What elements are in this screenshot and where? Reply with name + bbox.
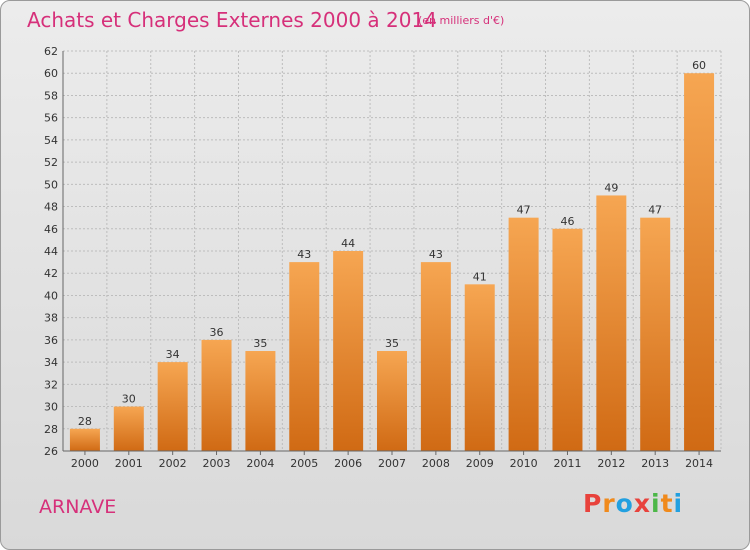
y-tick-label: 40: [44, 289, 58, 302]
y-tick-label: 48: [44, 201, 58, 214]
x-tick-label: 2014: [685, 457, 713, 470]
bar: [640, 217, 671, 451]
x-tick-label: 2004: [246, 457, 274, 470]
data-label: 60: [692, 59, 706, 72]
data-label: 43: [429, 248, 443, 261]
y-tick-label: 56: [44, 112, 58, 125]
y-tick-label: 52: [44, 156, 58, 169]
x-tick-label: 2000: [71, 457, 99, 470]
y-tick-label: 62: [44, 45, 58, 58]
logo-letter: P: [583, 489, 603, 518]
data-label: 44: [341, 237, 355, 250]
data-label: 43: [297, 248, 311, 261]
x-tick-label: 2010: [510, 457, 538, 470]
y-tick-label: 28: [44, 423, 58, 436]
logo-letter: o: [615, 489, 634, 518]
chart-title: Achats et Charges Externes 2000 à 2014: [27, 8, 437, 32]
bar: [684, 73, 715, 451]
place-name: ARNAVE: [39, 496, 117, 518]
bar: [201, 339, 232, 451]
logo-letter: i: [673, 489, 684, 518]
y-tick-label: 30: [44, 401, 58, 414]
data-label: 49: [604, 181, 618, 194]
bar: [377, 351, 407, 451]
proxiti-logo: Proxiti: [583, 489, 683, 518]
data-label: 28: [78, 415, 92, 428]
data-label: 35: [253, 337, 267, 350]
x-tick-label: 2006: [334, 457, 362, 470]
logo-letter: i: [651, 489, 661, 518]
data-label: 36: [210, 326, 224, 339]
data-label: 47: [648, 204, 662, 217]
logo-letter: t: [660, 489, 674, 518]
bar: [157, 362, 188, 451]
y-tick-label: 38: [44, 312, 58, 325]
bar: [245, 351, 276, 451]
logo-letter: r: [602, 489, 616, 518]
x-tick-label: 2001: [115, 457, 143, 470]
bar: [113, 406, 144, 451]
bar: [552, 228, 583, 451]
x-tick-label: 2013: [641, 457, 669, 470]
y-tick-label: 60: [44, 67, 58, 80]
data-label: 47: [517, 204, 531, 217]
axis-layer: 26 28 30 32 34 36 38 40 42 44 46 48 50 52 54 56 58 60 62 20…: [44, 45, 721, 470]
data-label: 30: [122, 393, 136, 406]
data-label: 35: [385, 337, 399, 350]
x-tick-label: 2009: [466, 457, 494, 470]
x-tick-label: 2003: [203, 457, 231, 470]
bar: [464, 284, 495, 451]
logo-letter: x: [633, 489, 651, 518]
data-label: 46: [560, 215, 574, 228]
y-tick-label: 54: [44, 134, 58, 147]
bar: [289, 262, 320, 451]
y-tick-label: 42: [44, 267, 58, 280]
x-tick-label: 2012: [597, 457, 625, 470]
bar: [596, 195, 627, 451]
y-tick-label: 34: [44, 356, 58, 369]
x-tick-label: 2008: [422, 457, 450, 470]
x-tick-label: 2011: [553, 457, 581, 470]
bar-layer: 28 30 34 36 35 43 44 35 43 41 47 46 49 47 60: [69, 59, 715, 451]
y-tick-label: 44: [44, 245, 58, 258]
y-tick-label: 50: [44, 178, 58, 191]
x-tick-label: 2002: [159, 457, 187, 470]
y-tick-label: 32: [44, 378, 58, 391]
y-tick-label: 46: [44, 223, 58, 236]
bar: [69, 428, 100, 451]
bar: [333, 251, 364, 451]
data-label: 41: [473, 270, 487, 283]
x-tick-label: 2005: [290, 457, 318, 470]
chart-subtitle: (en milliers d'€): [418, 14, 505, 27]
y-tick-label: 58: [44, 89, 58, 102]
y-tick-label: 36: [44, 334, 58, 347]
bar: [420, 262, 451, 451]
bar: [508, 217, 539, 451]
x-tick-label: 2007: [378, 457, 406, 470]
y-tick-label: 26: [44, 445, 58, 458]
data-label: 34: [166, 348, 180, 361]
